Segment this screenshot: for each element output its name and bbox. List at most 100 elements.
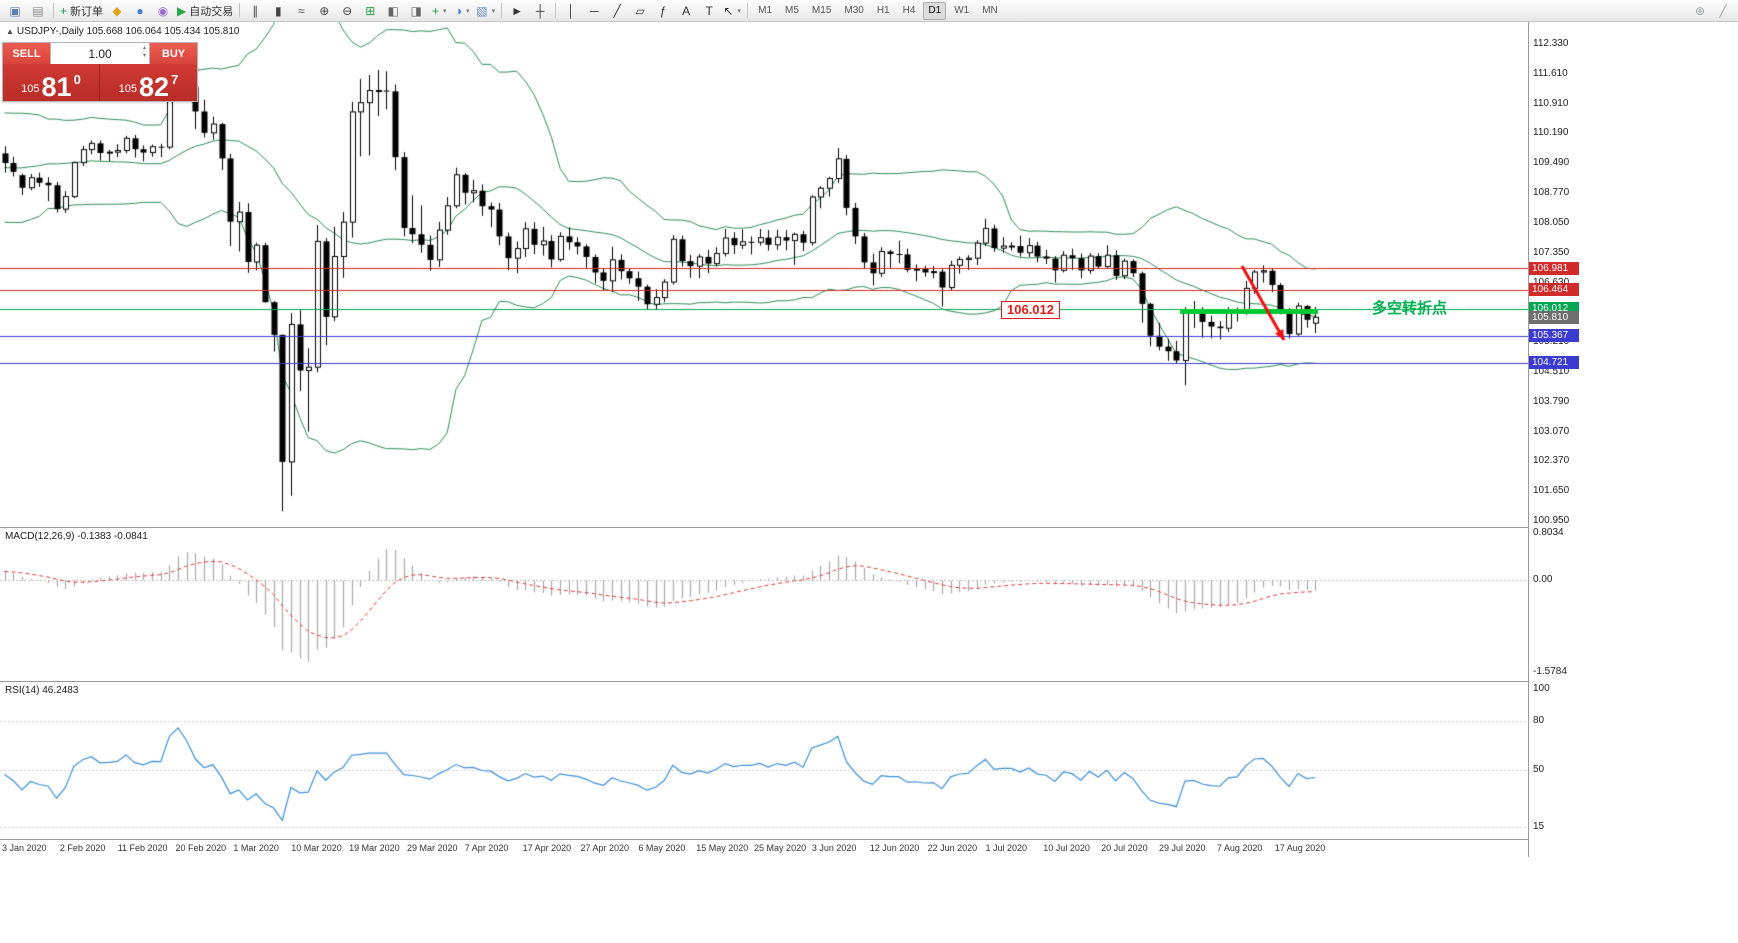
price-level-tag: 106.464 (1529, 283, 1579, 297)
history-center-icon[interactable]: ◆ (106, 2, 128, 20)
profiles-icon[interactable]: ▤ (27, 2, 49, 20)
market-watch-icon[interactable]: ● (129, 2, 151, 20)
timeframe-button-m5[interactable]: M5 (785, 5, 799, 16)
stepper-up-icon[interactable]: ▴ (142, 45, 146, 51)
bar-chart-icon[interactable]: ∥ (244, 2, 266, 20)
toolbar-separator (53, 3, 54, 18)
date-axis-label: 10 Mar 2020 (291, 843, 342, 853)
current-price-tag: 105.810 (1529, 310, 1579, 324)
price-axis[interactable]: 112.330 111.610 110.910 110.190 109.490 108.7… (1528, 22, 1590, 857)
channel-icon[interactable]: ▱ (629, 2, 651, 20)
macd-panel-divider[interactable] (0, 527, 1589, 528)
vertical-line-icon[interactable]: │ (560, 2, 582, 20)
sell-price-pip: 0 (73, 72, 81, 87)
date-axis-label: 3 Jan 2020 (2, 843, 47, 853)
label-icon[interactable]: T (698, 2, 720, 20)
timeframe-button-w1[interactable]: W1 (954, 5, 970, 16)
period-menu-glyph: ◑ (454, 3, 463, 18)
crosshair-icon[interactable]: ┼ (529, 2, 551, 20)
collapse-triangle-icon[interactable]: ▲ (6, 27, 14, 36)
navigator-icon[interactable]: ◉ (152, 2, 174, 20)
volume-input[interactable]: 1.00 ▴ ▾ (50, 43, 150, 64)
volume-value: 1.00 (88, 46, 112, 61)
price-axis-label: 110.910 (1533, 97, 1569, 109)
toolbar-separator (747, 3, 749, 18)
auto-trading-button[interactable]: ▶ 自动交易 (175, 2, 235, 20)
timeframe-button-h1[interactable]: H1 (876, 5, 890, 16)
timeframe-button-m30[interactable]: M30 (844, 5, 864, 16)
date-axis-label: 7 Apr 2020 (464, 843, 509, 853)
new-order-button[interactable]: + 新订单 (58, 2, 105, 20)
buy-price-pip: 7 (171, 72, 179, 87)
buy-price-big: 82 (139, 72, 170, 103)
sell-price-prefix: 105 (21, 83, 40, 95)
date-axis[interactable]: 3 Jan 2020 2 Feb 2020 11 Feb 2020 20 Feb 20… (0, 839, 1528, 857)
turning-point-label[interactable]: 多空转折点 (1372, 300, 1448, 317)
zoom-out-icon[interactable]: ⊖ (336, 2, 358, 20)
date-axis-label: 2 Feb 2020 (59, 843, 106, 853)
sell-button[interactable]: SELL (3, 43, 50, 64)
timeframe-button-mn[interactable]: MN (982, 5, 998, 16)
macd-panel-canvas[interactable] (0, 527, 1528, 681)
tile-windows-icon[interactable]: ⊞ (359, 2, 381, 20)
new-order-button-label: 新订单 (70, 5, 104, 18)
date-axis-label: 17 Aug 2020 (1274, 843, 1326, 853)
templates-glyph: ▧ (476, 3, 488, 18)
one-click-trading-panel: SELL 1.00 ▴ ▾ BUY 105 81 0 105 82 7 (2, 42, 198, 102)
candlestick-chart-icon[interactable]: ▮ (267, 2, 289, 20)
period-menu-button[interactable]: ◑ ▾ (451, 2, 473, 20)
zoom-out-glyph: ⊖ (342, 3, 353, 18)
templates-button[interactable]: ▧ ▾ (474, 2, 497, 20)
date-axis-label: 3 Jun 2020 (811, 843, 857, 853)
fibonacci-icon[interactable]: ƒ (652, 2, 674, 20)
new-order-glyph: + (60, 3, 68, 18)
volume-stepper[interactable]: ▴ ▾ (143, 44, 146, 61)
timeframe-button-m15[interactable]: M15 (811, 5, 832, 16)
buy-button[interactable]: BUY (150, 43, 197, 64)
timeframe-button-d1[interactable]: D1 (923, 1, 947, 20)
timeframe-button-m1[interactable]: M1 (758, 5, 773, 16)
arrange-vertical-glyph: ◨ (410, 3, 422, 18)
arrange-vertical-icon[interactable]: ◨ (405, 2, 427, 20)
channel-glyph: ▱ (635, 3, 645, 18)
profiles-glyph: ▤ (32, 3, 44, 18)
add-indicator-glyph: + (431, 3, 439, 18)
new-chart-icon[interactable]: ▣ (4, 2, 26, 20)
date-axis-divider (0, 839, 1589, 840)
toolbar-left-group: ▣ ▤ + 新订单 ◆ ● ◉ ▶ 自动交易 ∥ ▮ ≈ ⊕ ⊖ ⊞ ◧ ◨ + ▾ ◑ ▾ ▧ ▾ ► ┼ │ ─ ╱ ▱ ƒ A T ↖ ▾ (4, 2, 751, 20)
rsi-panel-canvas[interactable] (0, 681, 1528, 839)
toolbar-separator (239, 3, 241, 18)
edit-icon-glyph: ╱ (1719, 3, 1727, 18)
shapes-button[interactable]: ↖ ▾ (721, 2, 743, 20)
buy-price[interactable]: 105 82 7 (100, 64, 197, 101)
zoom-in-icon[interactable]: ⊕ (313, 2, 335, 20)
price-annotation-box[interactable]: 106.012 (1001, 301, 1060, 319)
timeframe-button-h4[interactable]: H4 (902, 5, 916, 16)
text-glyph: A (682, 3, 691, 18)
magnifier-plus-icon[interactable]: ⊕ (1689, 2, 1711, 20)
horizontal-line-icon[interactable]: ─ (583, 2, 605, 20)
price-axis-label: 108.770 (1533, 187, 1570, 199)
sell-price[interactable]: 105 81 0 (3, 64, 100, 101)
timeframe-group: M1 M5 M15 M30 H1 H4 D1 W1 MN (752, 1, 1004, 20)
stepper-down-icon[interactable]: ▾ (142, 53, 146, 60)
toolbar-separator (501, 3, 503, 18)
date-axis-label: 15 May 2020 (696, 843, 749, 853)
edit-icon[interactable]: ╱ (1712, 2, 1734, 20)
arrange-horizontal-glyph: ◧ (387, 3, 399, 18)
arrange-horizontal-icon[interactable]: ◧ (382, 2, 404, 20)
price-axis-label: 103.790 (1533, 395, 1570, 407)
add-indicator-button[interactable]: + ▾ (428, 2, 450, 20)
rsi-panel-divider[interactable] (0, 681, 1589, 682)
main-chart-canvas[interactable] (0, 22, 1528, 527)
crosshair-glyph: ┼ (535, 3, 545, 18)
line-chart-icon[interactable]: ≈ (290, 2, 312, 20)
cursor-icon[interactable]: ► (506, 2, 528, 20)
trendline-icon[interactable]: ╱ (606, 2, 628, 20)
text-icon[interactable]: A (675, 2, 697, 20)
date-axis-label: 7 Aug 2020 (1216, 843, 1263, 853)
navigator-glyph: ◉ (157, 3, 169, 18)
dropdown-caret-icon: ▾ (466, 7, 470, 15)
price-level-tag: 104.721 (1529, 356, 1579, 370)
